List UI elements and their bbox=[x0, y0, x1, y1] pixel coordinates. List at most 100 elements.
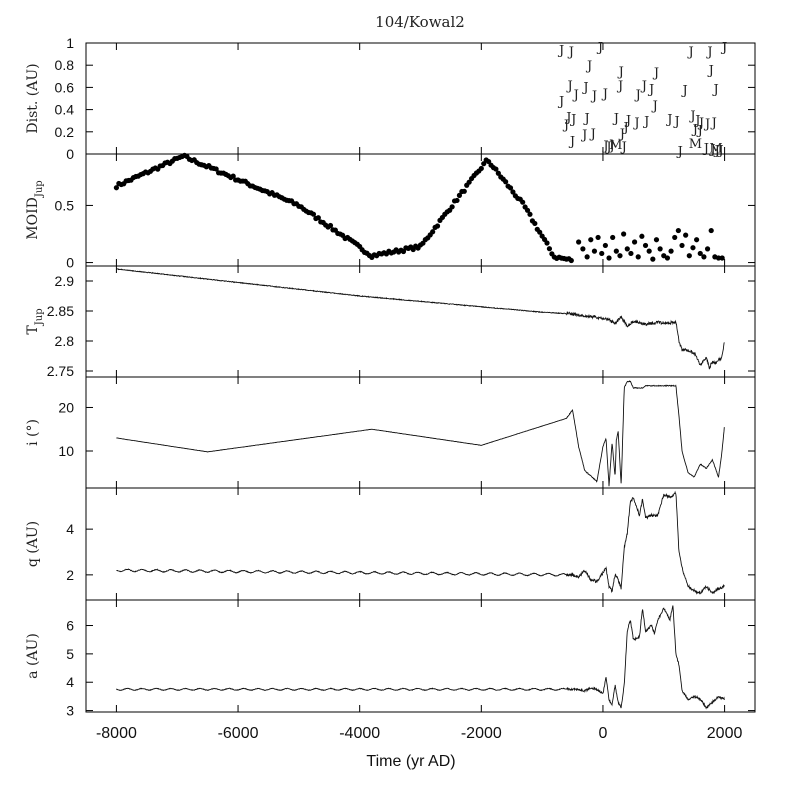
close-approach-marker: J bbox=[697, 116, 704, 131]
close-approach-marker: J bbox=[562, 118, 569, 133]
moid-point bbox=[310, 211, 317, 217]
close-approach-marker: M bbox=[689, 137, 702, 152]
moid-point bbox=[701, 254, 707, 260]
panel-frame bbox=[85, 265, 756, 378]
close-approach-marker: J bbox=[696, 124, 703, 139]
close-approach-marker: J bbox=[651, 99, 658, 114]
close-approach-marker: J bbox=[564, 110, 571, 125]
x-axis: -8000 -6000 -4000 -2000 0 2000 bbox=[96, 725, 743, 742]
close-approach-marker: J bbox=[702, 141, 709, 156]
close-approach-marker: J bbox=[567, 45, 574, 60]
y-axis-label-sub: Jup bbox=[34, 308, 45, 326]
moid-point bbox=[434, 223, 441, 229]
close-approach-marker: J bbox=[665, 112, 672, 127]
y-tick-label: 0.5 bbox=[55, 197, 75, 213]
moid-point bbox=[595, 234, 601, 241]
moid-point bbox=[481, 161, 487, 167]
moid-point bbox=[624, 246, 630, 252]
moid-point bbox=[213, 166, 219, 172]
y-tick-label: 10 bbox=[58, 443, 74, 459]
close-approach-marker: J bbox=[647, 83, 654, 98]
panel-frame bbox=[85, 599, 756, 713]
panel-q: 2 4 q (AU) bbox=[25, 487, 756, 601]
y-axis-label: Dist. (AU) bbox=[25, 63, 41, 133]
close-approach-marker: J bbox=[617, 65, 624, 80]
y-tick-label: 0.4 bbox=[55, 102, 75, 118]
y-axis-label-sub: Jup bbox=[34, 180, 45, 198]
y-tick-label: 4 bbox=[66, 521, 74, 537]
y-tick-label: 0.8 bbox=[55, 57, 75, 73]
moid-point bbox=[588, 237, 594, 243]
close-approach-marker: J bbox=[691, 122, 698, 137]
moid-point bbox=[675, 227, 681, 234]
close-approach-marker: J bbox=[640, 79, 647, 94]
moid-point bbox=[704, 246, 711, 252]
moid-point bbox=[456, 192, 463, 198]
x-tick-label: 0 bbox=[599, 725, 608, 742]
moid-point bbox=[631, 239, 638, 245]
moid-point bbox=[495, 170, 501, 176]
moid-point bbox=[664, 255, 671, 261]
series-line-inc bbox=[116, 380, 725, 487]
x-tick-label: -2000 bbox=[461, 725, 502, 742]
close-approach-marker: J bbox=[680, 84, 687, 99]
moid-point bbox=[584, 254, 590, 260]
moid-point bbox=[617, 253, 623, 259]
moid-point bbox=[613, 248, 619, 254]
close-approach-marker: J bbox=[624, 114, 631, 129]
y-tick-label: 4 bbox=[66, 674, 74, 690]
moid-point bbox=[686, 253, 692, 259]
moid-point bbox=[650, 256, 656, 262]
moid-point bbox=[672, 234, 678, 241]
close-approach-marker: J bbox=[596, 40, 603, 55]
moid-point bbox=[715, 255, 722, 261]
close-approach-marker: J bbox=[688, 109, 695, 124]
moid-point bbox=[507, 185, 514, 191]
close-approach-marker: J bbox=[601, 87, 608, 102]
close-approach-marker: J bbox=[687, 45, 694, 60]
moid-point bbox=[230, 173, 236, 179]
series-line-tjup bbox=[116, 268, 725, 370]
close-approach-marker: J bbox=[703, 117, 710, 132]
moid-point bbox=[544, 240, 550, 246]
moid-point bbox=[708, 227, 714, 234]
moid-point bbox=[510, 189, 516, 195]
close-approach-marker: J bbox=[581, 80, 588, 95]
close-approach-marker: J bbox=[589, 127, 596, 142]
moid-point bbox=[621, 231, 627, 237]
x-tick-label: -6000 bbox=[218, 725, 259, 742]
close-approach-marker: J bbox=[621, 120, 628, 135]
y-tick-label: 0.2 bbox=[55, 124, 75, 140]
close-approach-marker: J bbox=[568, 135, 575, 150]
moid-point bbox=[580, 246, 586, 252]
close-approach-marker: J bbox=[708, 142, 715, 157]
moid-point bbox=[546, 246, 553, 252]
panel-a: 3 4 5 6 a (AU) bbox=[25, 599, 756, 719]
moid-point bbox=[668, 248, 674, 254]
moid-point bbox=[683, 232, 689, 238]
panel-frame bbox=[85, 487, 756, 601]
close-approach-marker: J bbox=[620, 140, 627, 155]
moid-point bbox=[315, 215, 321, 221]
y-axis-label: MOIDJup bbox=[25, 180, 45, 239]
close-approach-marker: J bbox=[710, 116, 717, 131]
close-approach-marker: J bbox=[713, 144, 720, 159]
close-approach-marker: J bbox=[693, 114, 700, 129]
series-line-a bbox=[116, 605, 725, 710]
moid-point bbox=[697, 250, 703, 257]
moid-point bbox=[602, 242, 608, 249]
y-tick-label: 0.6 bbox=[55, 79, 75, 95]
y-axis-label: i (°) bbox=[25, 419, 41, 446]
panel-tjup: 2.75 2.8 2.85 2.9 TJup bbox=[25, 265, 756, 379]
moid-point bbox=[524, 207, 531, 213]
moid-point bbox=[576, 239, 582, 245]
y-axis-label-main: MOID bbox=[25, 197, 41, 240]
close-approach-marker: J bbox=[618, 127, 625, 142]
series-line-q bbox=[116, 490, 725, 595]
y-tick-label: 0 bbox=[66, 146, 74, 162]
moid-point bbox=[430, 229, 436, 235]
close-approach-marker: J bbox=[616, 79, 623, 94]
panel-moid: 0 0.5 MOIDJup bbox=[25, 152, 756, 271]
moid-point bbox=[461, 188, 467, 194]
